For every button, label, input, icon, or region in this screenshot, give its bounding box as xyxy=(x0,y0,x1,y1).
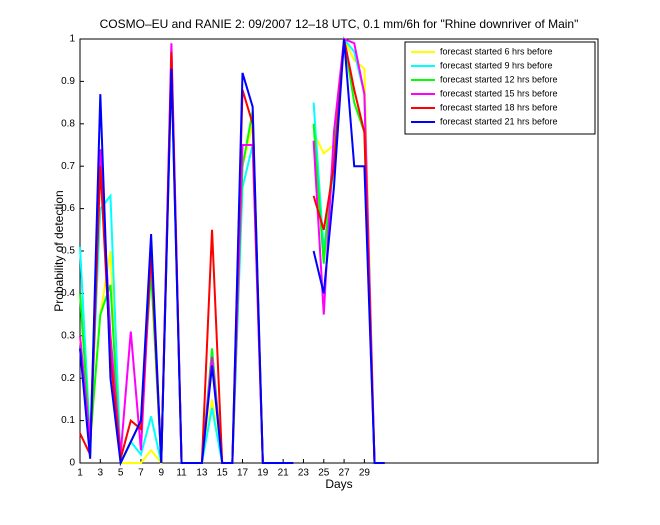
y-tick-label: 0.1 xyxy=(61,415,75,426)
legend-label: forecast started 6 hrs before xyxy=(440,46,553,56)
y-tick-label: 0.2 xyxy=(61,373,75,384)
x-tick-label: 1 xyxy=(77,468,83,479)
x-tick-label: 7 xyxy=(138,468,144,479)
x-tick-label: 25 xyxy=(318,468,330,479)
y-tick-label: 0.8 xyxy=(61,118,75,129)
legend-label: forecast started 18 hrs before xyxy=(440,102,558,112)
legend-label: forecast started 12 hrs before xyxy=(440,74,558,84)
x-tick-label: 9 xyxy=(158,468,164,479)
y-tick-label: 1 xyxy=(69,34,75,45)
x-tick-label: 21 xyxy=(278,468,290,479)
x-tick-label: 5 xyxy=(118,468,124,479)
x-tick-label: 23 xyxy=(298,468,310,479)
y-axis-label: Probability of detection xyxy=(52,190,66,311)
chart-title: COSMO–EU and RANIE 2: 09/2007 12–18 UTC,… xyxy=(100,17,579,31)
x-tick-label: 17 xyxy=(237,468,249,479)
legend-label: forecast started 21 hrs before xyxy=(440,116,558,126)
x-tick-label: 3 xyxy=(98,468,104,479)
x-tick-label: 19 xyxy=(257,468,269,479)
y-tick-label: 0.9 xyxy=(61,76,75,87)
y-tick-label: 0.4 xyxy=(61,288,75,299)
legend-label: forecast started 9 hrs before xyxy=(440,60,553,70)
x-axis-label: Days xyxy=(325,477,352,491)
y-tick-label: 0.6 xyxy=(61,203,75,214)
x-tick-label: 11 xyxy=(176,468,187,479)
y-tick-label: 0.7 xyxy=(61,161,75,172)
data-line xyxy=(79,38,385,467)
y-tick-label: 0.5 xyxy=(61,246,75,257)
x-tick-label: 13 xyxy=(196,468,208,479)
y-tick-label: 0 xyxy=(69,458,75,469)
x-tick-label: 27 xyxy=(339,468,351,479)
legend-box xyxy=(404,41,596,135)
y-tick-label: 0.3 xyxy=(61,330,75,341)
x-tick-label: 15 xyxy=(217,468,229,479)
x-tick-label: 29 xyxy=(359,468,371,479)
legend-label: forecast started 15 hrs before xyxy=(440,88,558,98)
